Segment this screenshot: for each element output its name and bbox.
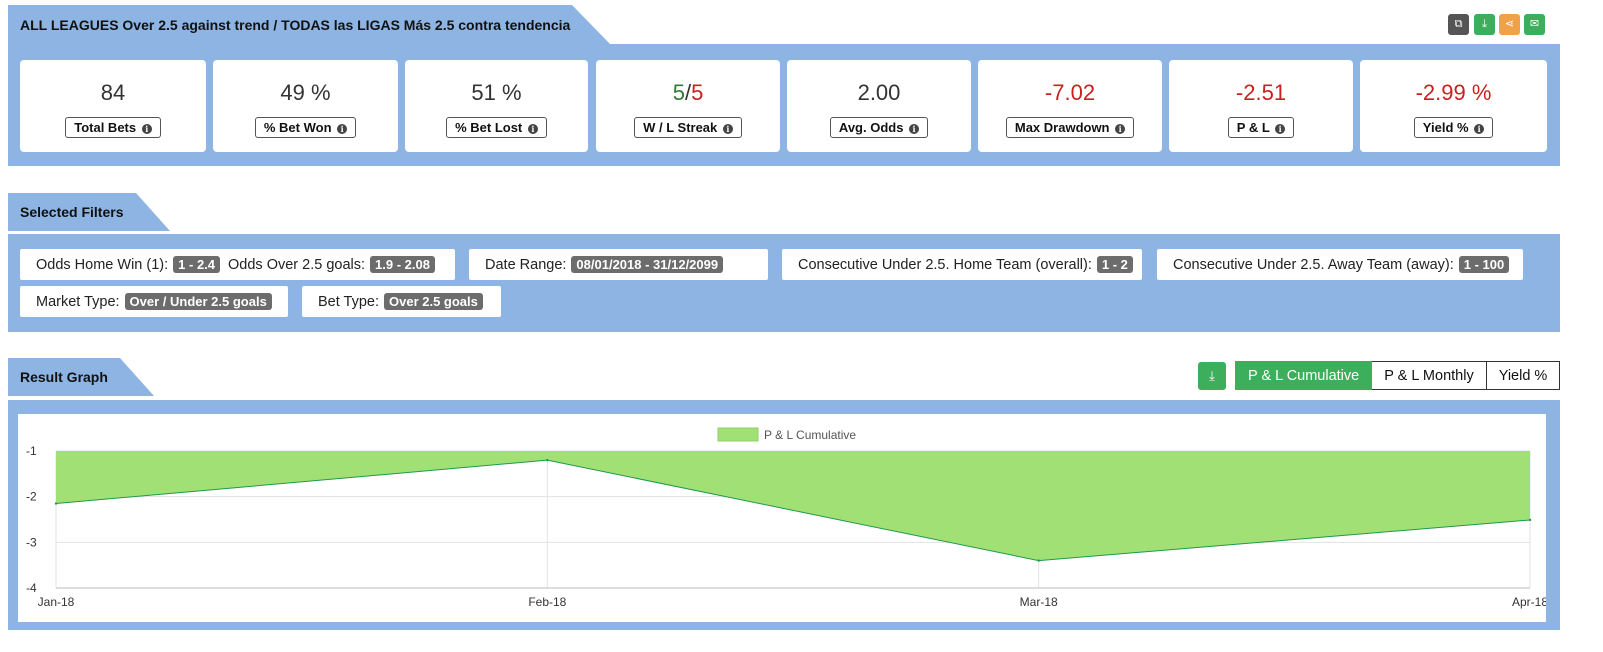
pl-label[interactable]: P & L i bbox=[1227, 117, 1295, 138]
filter-odds: Odds Home Win (1): 1 - 2.4 Odds Over 2.5 g… bbox=[20, 249, 455, 280]
streak-separator: / bbox=[684, 80, 692, 105]
download-icon[interactable]: ⤓ bbox=[1474, 14, 1495, 35]
data-point bbox=[54, 502, 58, 505]
max-drawdown-card: -7.02 Max Drawdown i bbox=[978, 60, 1162, 152]
yield-label[interactable]: Yield % i bbox=[1413, 117, 1494, 138]
filter-value-badge: 1 - 2 bbox=[1096, 256, 1133, 273]
graph-title: Result Graph bbox=[8, 358, 154, 396]
filter-market-type: Market Type: Over / Under 2.5 goals bbox=[20, 286, 288, 317]
bet-lost-card: 51 % % Bet Lost i bbox=[405, 60, 588, 152]
y-tick-label: -3 bbox=[26, 535, 37, 549]
download-icon: ⤓ bbox=[1209, 368, 1215, 383]
yield-button[interactable]: Yield % bbox=[1486, 361, 1561, 390]
y-tick-label: -4 bbox=[26, 581, 37, 595]
filter-label: Consecutive Under 2.5. Home Team (overal… bbox=[798, 257, 1092, 273]
bet-lost-label[interactable]: % Bet Lost i bbox=[446, 117, 547, 138]
bet-won-card: 49 % % Bet Won i bbox=[213, 60, 398, 152]
share-icon[interactable]: ⋖ bbox=[1499, 14, 1520, 35]
page-title-text: ALL LEAGUES Over 2.5 against trend / TOD… bbox=[20, 17, 571, 33]
filter-label: Consecutive Under 2.5. Away Team (away): bbox=[1173, 257, 1454, 273]
legend-label: P & L Cumulative bbox=[764, 428, 856, 442]
data-point bbox=[546, 458, 549, 462]
filter-bet-type: Bet Type: Over 2.5 goals bbox=[302, 286, 501, 317]
yield-value: -2.99 % bbox=[1415, 80, 1492, 105]
total-bets-value: 84 bbox=[100, 80, 126, 105]
info-icon[interactable]: i bbox=[527, 124, 538, 134]
graph-panel: -1 -2 -3 -4 Jan-18 Feb-18 Mar-18 Apr-18 P & L Cu… bbox=[8, 400, 1560, 630]
wl-streak-card: 5/5 W / L Streak i bbox=[596, 60, 780, 152]
info-icon[interactable]: i bbox=[337, 124, 348, 134]
y-tick-label: -1 bbox=[26, 444, 37, 458]
page-title: ALL LEAGUES Over 2.5 against trend / TOD… bbox=[8, 5, 610, 44]
filter-value-badge: Over 2.5 goals bbox=[384, 293, 483, 310]
pl-value: -2.51 bbox=[1235, 80, 1287, 105]
total-bets-label[interactable]: Total Bets i bbox=[65, 117, 161, 138]
info-icon[interactable]: i bbox=[1115, 124, 1126, 134]
filter-consecutive-home: Consecutive Under 2.5. Home Team (overal… bbox=[782, 249, 1142, 280]
total-bets-card: 84 Total Bets i bbox=[20, 60, 206, 152]
data-point bbox=[1528, 518, 1532, 522]
x-tick-label: Jan-18 bbox=[38, 595, 75, 609]
filter-date-range: Date Range: 08/01/2018 - 31/12/2099 bbox=[469, 249, 768, 280]
copy-icon[interactable]: ⧉ bbox=[1448, 14, 1469, 35]
filter-consecutive-away: Consecutive Under 2.5. Away Team (away):… bbox=[1157, 249, 1523, 280]
data-point bbox=[1037, 559, 1040, 562]
graph-mode-buttons: P & L Cumulative P & L Monthly Yield % bbox=[1235, 361, 1561, 390]
avg-odds-card: 2.00 Avg. Odds i bbox=[787, 60, 971, 152]
email-icon[interactable]: ✉ bbox=[1524, 14, 1545, 35]
filter-label: Market Type: bbox=[36, 294, 120, 310]
chart-area: -1 -2 -3 -4 Jan-18 Feb-18 Mar-18 Apr-18 P & L Cu… bbox=[18, 414, 1548, 622]
filters-title-text: Selected Filters bbox=[20, 204, 124, 220]
filter-value-badge: 1.9 - 2.08 bbox=[370, 256, 435, 273]
yield-card: -2.99 % Yield % i bbox=[1360, 60, 1547, 152]
x-tick-label: Apr-18 bbox=[1512, 595, 1546, 609]
wl-streak-label[interactable]: W / L Streak i bbox=[634, 117, 742, 138]
info-icon[interactable]: i bbox=[1275, 124, 1286, 134]
info-icon[interactable]: i bbox=[1474, 124, 1485, 134]
bet-won-label[interactable]: % Bet Won i bbox=[254, 117, 357, 138]
filter-value-badge: 08/01/2018 - 31/12/2099 bbox=[571, 256, 724, 273]
graph-download-button[interactable]: ⤓ bbox=[1198, 362, 1226, 390]
filter-label: Odds Over 2.5 goals: bbox=[228, 257, 366, 273]
filters-panel: Odds Home Win (1): 1 - 2.4 Odds Over 2.5 g… bbox=[8, 234, 1560, 332]
filter-label: Bet Type: bbox=[318, 294, 379, 310]
filter-label: Date Range: bbox=[485, 257, 567, 273]
filter-value-badge: 1 - 100 bbox=[1458, 256, 1510, 273]
max-drawdown-label[interactable]: Max Drawdown i bbox=[1005, 117, 1135, 138]
lost-streak: 5 bbox=[691, 80, 704, 105]
max-drawdown-value: -7.02 bbox=[1044, 80, 1096, 105]
avg-odds-value: 2.00 bbox=[857, 80, 901, 105]
info-icon[interactable]: i bbox=[909, 124, 920, 134]
won-streak: 5 bbox=[672, 80, 685, 105]
x-tick-label: Mar-18 bbox=[1020, 595, 1058, 609]
y-tick-label: -2 bbox=[26, 490, 37, 504]
bet-lost-value: 51 % bbox=[471, 80, 522, 105]
pl-card: -2.51 P & L i bbox=[1169, 60, 1353, 152]
pl-cumulative-button[interactable]: P & L Cumulative bbox=[1235, 361, 1373, 390]
wl-streak-value: 5/5 bbox=[596, 79, 780, 107]
legend-swatch bbox=[717, 427, 759, 442]
bet-won-value: 49 % bbox=[280, 80, 331, 105]
series-area bbox=[56, 451, 1530, 561]
filter-value-badge: Over / Under 2.5 goals bbox=[124, 293, 272, 310]
filter-label: Odds Home Win (1): bbox=[36, 257, 169, 273]
graph-title-text: Result Graph bbox=[20, 369, 108, 385]
pl-monthly-button[interactable]: P & L Monthly bbox=[1372, 361, 1487, 390]
info-icon[interactable]: i bbox=[141, 124, 152, 134]
info-icon[interactable]: i bbox=[722, 124, 733, 134]
filters-title: Selected Filters bbox=[8, 193, 170, 231]
avg-odds-label[interactable]: Avg. Odds i bbox=[829, 117, 929, 138]
series-line bbox=[55, 459, 1531, 562]
stats-panel: 84 Total Bets i 49 % % Bet Won i 51 % % … bbox=[8, 44, 1560, 166]
x-tick-label: Feb-18 bbox=[528, 595, 566, 609]
filter-value-badge: 1 - 2.4 bbox=[173, 256, 221, 273]
